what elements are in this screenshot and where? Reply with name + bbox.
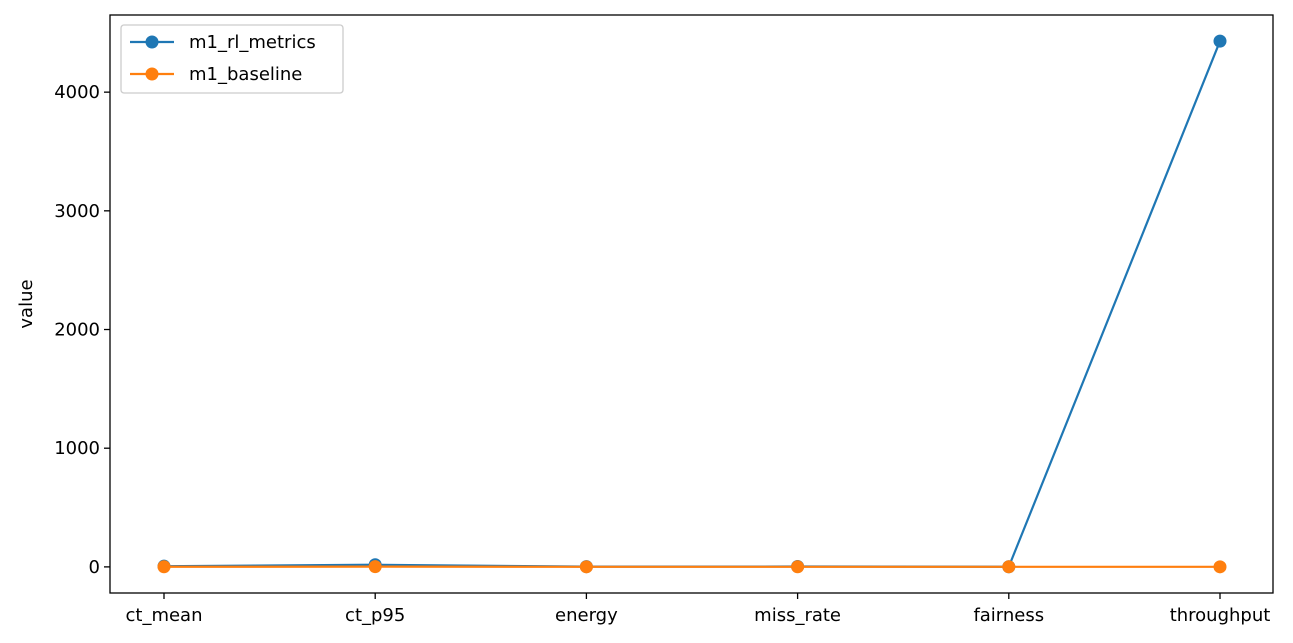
- legend-marker-1: [145, 67, 159, 81]
- y-tick-label: 3000: [54, 201, 100, 222]
- plot-frame: [109, 14, 1274, 594]
- legend-label-1: m1_baseline: [189, 64, 302, 85]
- y-tick-label: 1000: [54, 438, 100, 459]
- legend-entry-1: m1_baseline: [130, 64, 302, 85]
- x-tick-label-ct-p95: ct_p95: [345, 605, 405, 626]
- data-point-0-throughput: [1213, 34, 1227, 48]
- y-tick-label: 4000: [54, 82, 100, 103]
- y-tick-label: 2000: [54, 320, 100, 341]
- x-tick-label-energy: energy: [555, 605, 618, 626]
- y-axis-ticks: 0 1000 2000 3000 4000: [54, 82, 110, 578]
- x-tick-label-throughput: throughput: [1170, 605, 1271, 626]
- legend-entry-0: m1_rl_metrics: [130, 32, 316, 53]
- plot-area-background: [110, 15, 1273, 593]
- x-tick-label-fairness: fairness: [973, 605, 1044, 626]
- data-point-1-miss-rate: [791, 560, 805, 574]
- x-axis-ticks: ct_mean ct_p95 energy miss_rate fairness thro…: [125, 593, 1270, 626]
- data-point-1-ct-p95: [368, 560, 382, 574]
- series-layer: [157, 34, 1227, 574]
- data-point-1-energy: [579, 560, 593, 574]
- y-axis-label: value: [16, 279, 37, 328]
- legend-label-0: m1_rl_metrics: [189, 32, 316, 53]
- legend-frame: [120, 24, 344, 94]
- legend-marker-0: [145, 35, 159, 49]
- data-point-1-fairness: [1002, 560, 1016, 574]
- x-tick-label-ct-mean: ct_mean: [125, 605, 202, 626]
- legend: m1_rl_metrics m1_baseline: [120, 24, 344, 94]
- data-point-1-throughput: [1213, 560, 1227, 574]
- x-tick-label-miss-rate: miss_rate: [754, 605, 841, 626]
- data-point-1-ct-mean: [157, 560, 171, 574]
- series-1: [157, 560, 1227, 574]
- y-tick-label: 0: [89, 557, 100, 578]
